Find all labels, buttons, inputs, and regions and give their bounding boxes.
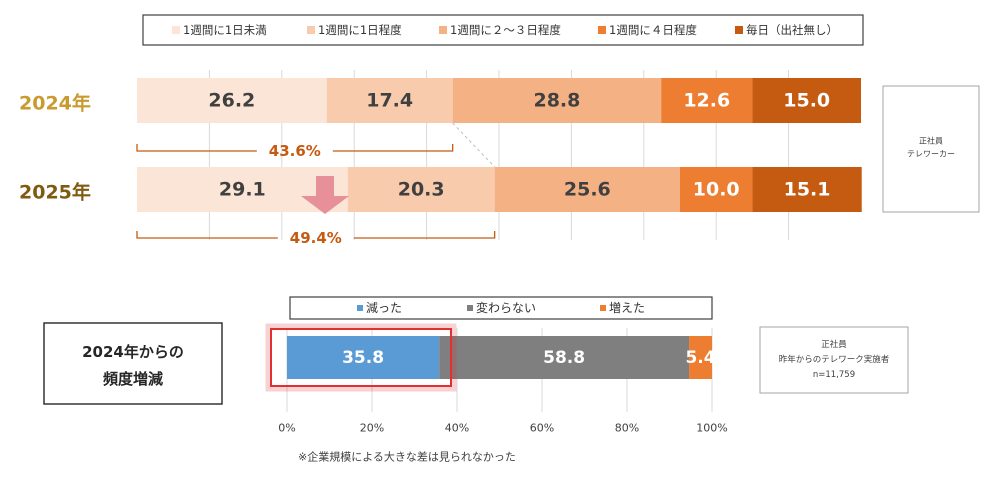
bar-segment	[326, 78, 453, 123]
down-arrow-icon	[301, 176, 349, 214]
note-box	[882, 85, 980, 213]
bar-value-label: 12.6	[683, 90, 730, 112]
note-box	[759, 326, 909, 394]
x-tick-label: 0%	[278, 422, 295, 435]
bar-segment	[137, 78, 327, 123]
note-text: テレワーカー	[907, 150, 955, 159]
x-tick-label: 60%	[530, 422, 554, 435]
year-label: 2025年	[19, 181, 91, 204]
bar-segment	[347, 167, 495, 212]
bar-value-label: 29.1	[219, 179, 266, 201]
highlight-glow	[265, 323, 457, 392]
legend-label: 毎日（出社無し）	[746, 23, 838, 37]
bar-segment	[452, 78, 662, 123]
bar-segment	[287, 336, 440, 379]
title-box	[43, 322, 223, 405]
legend-swatch	[307, 26, 315, 34]
year-label: 2024年	[19, 92, 91, 115]
bracket-line	[136, 144, 454, 152]
bottom-legend	[289, 296, 713, 320]
x-tick-label: 80%	[615, 422, 639, 435]
bar-segment	[689, 336, 712, 379]
bar-value-label: 5.4	[685, 348, 715, 368]
bar-value-label: 28.8	[533, 90, 580, 112]
chart-title: 頻度増減	[103, 370, 163, 388]
legend-label: 1週間に1日程度	[318, 23, 402, 37]
legend-swatch	[467, 305, 473, 311]
chart-title: 2024年からの	[82, 343, 184, 361]
legend-label: 減った	[366, 300, 402, 315]
bracket-line	[136, 231, 496, 239]
bar-value-label: 26.2	[208, 90, 255, 112]
note-text: n=11,759	[813, 370, 855, 380]
note-text: 昨年からのテレワーク実施者	[779, 354, 890, 365]
footnote: ※企業規模による大きな差は見られなかった	[298, 450, 516, 464]
bar-value-label: 10.0	[693, 179, 740, 201]
legend-swatch	[735, 26, 743, 34]
bar-value-label: 20.3	[398, 179, 445, 201]
legend-swatch	[439, 26, 447, 34]
bar-segment	[439, 336, 690, 379]
legend-label: 1週間に1日未満	[183, 23, 267, 37]
connector-line	[452, 122, 496, 168]
legend-label: 変わらない	[476, 300, 536, 315]
bar-value-label: 15.1	[784, 179, 831, 201]
legend-label: 1週間に２～３日程度	[450, 23, 561, 37]
x-tick-label: 100%	[696, 422, 727, 435]
legend-swatch	[357, 305, 363, 311]
x-tick-label: 40%	[445, 422, 469, 435]
bar-value-label: 17.4	[366, 90, 413, 112]
legend-swatch	[600, 305, 606, 311]
bracket-label: 43.6%	[269, 142, 321, 160]
note-text: 正社員	[821, 339, 847, 350]
legend-swatch	[598, 26, 606, 34]
bar-segment	[680, 167, 753, 212]
bracket-label: 49.4%	[290, 229, 342, 247]
note-text: 正社員	[919, 136, 943, 146]
bar-value-label: 25.6	[564, 179, 611, 201]
bar-segment	[752, 78, 861, 123]
bar-value-label: 15.0	[783, 90, 830, 112]
legend-swatch	[172, 26, 180, 34]
bar-value-label: 35.8	[342, 348, 384, 368]
x-tick-label: 20%	[360, 422, 384, 435]
highlight-frame	[270, 328, 452, 387]
bar-value-label: 58.8	[543, 348, 585, 368]
legend-label: 1週間に４日程度	[609, 23, 697, 37]
bar-segment	[752, 167, 862, 212]
bar-segment	[661, 78, 753, 123]
legend-label: 増えた	[609, 301, 645, 315]
bar-segment	[494, 167, 680, 212]
